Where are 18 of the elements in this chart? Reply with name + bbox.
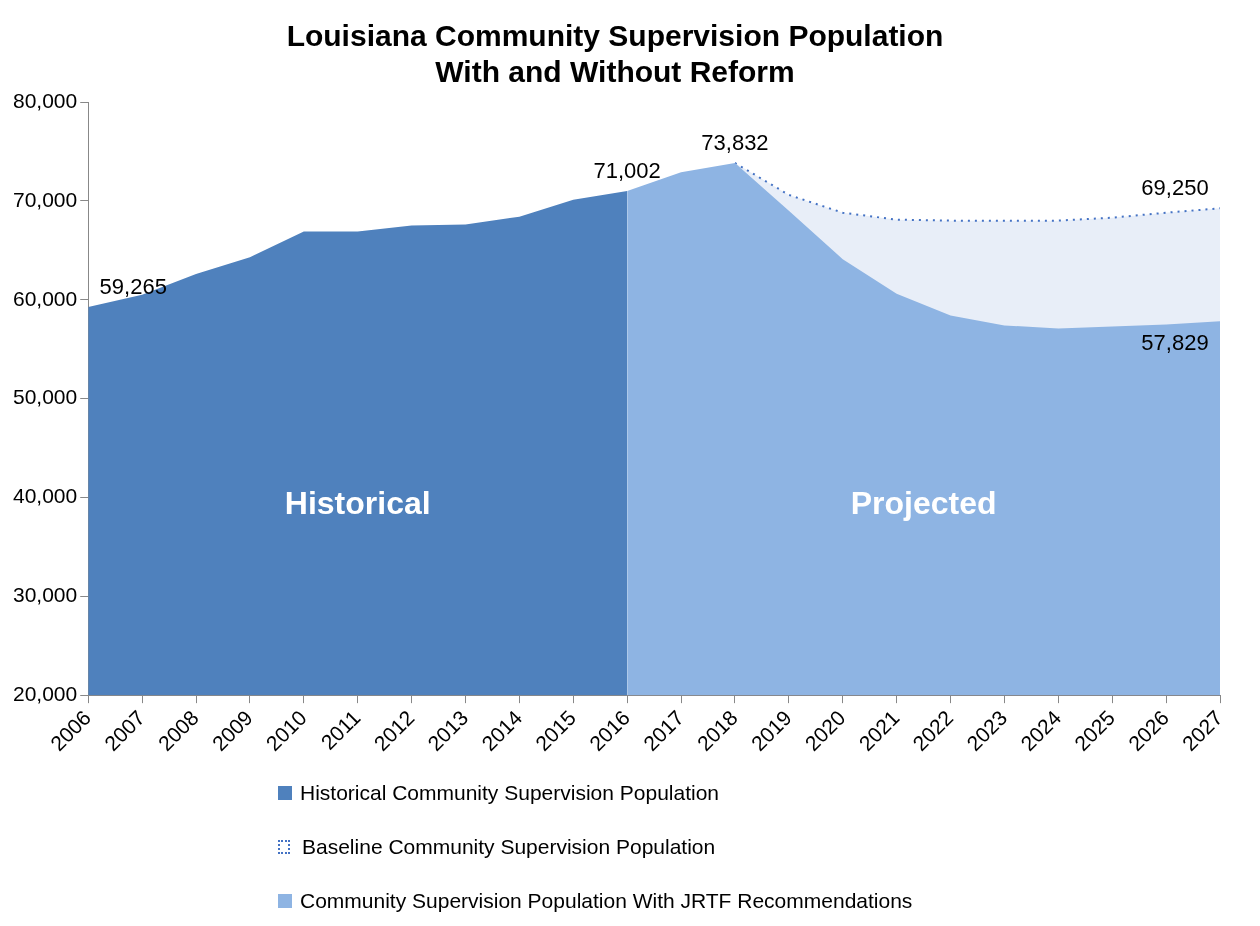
- annotation: Projected: [850, 485, 997, 522]
- data-label: 71,002: [593, 158, 661, 184]
- data-label: 59,265: [99, 274, 167, 300]
- y-tick-label: 50,000: [13, 385, 78, 409]
- data-label: 69,250: [1141, 175, 1209, 201]
- legend-label: Baseline Community Supervision Population: [302, 835, 716, 859]
- annotation: Historical: [284, 485, 431, 522]
- y-tick-label: 40,000: [13, 484, 78, 508]
- data-label: 57,829: [1141, 330, 1209, 356]
- legend-label: Historical Community Supervision Population: [300, 781, 720, 805]
- y-tick-label: 70,000: [13, 187, 78, 211]
- y-tick-label: 60,000: [13, 286, 78, 310]
- y-tick-label: 30,000: [13, 583, 78, 607]
- legend-label: Community Supervision Population With JRTF Recommendations: [300, 889, 913, 913]
- data-label: 73,832: [701, 130, 769, 156]
- y-tick-label: 20,000: [13, 681, 78, 705]
- y-tick-label: 80,000: [13, 88, 78, 112]
- chart-title: Louisiana Community Supervision Population With and Without Reform: [286, 19, 944, 89]
